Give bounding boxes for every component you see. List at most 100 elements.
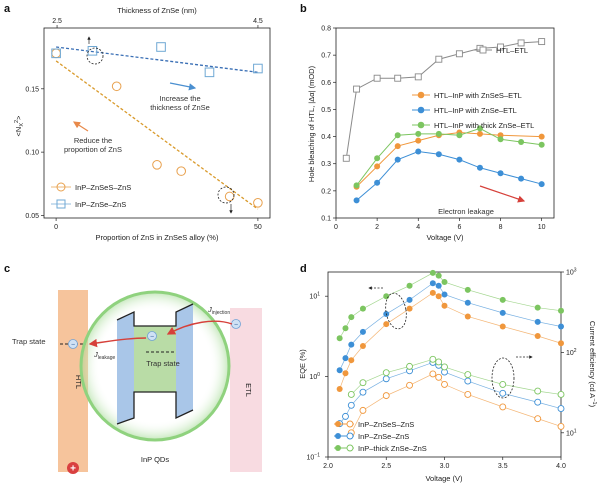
chart-d-x-tick-label: 3.0 [440,463,450,470]
svg-text:<NX2>: <NX2> [14,115,25,137]
chart-a-point-series2 [204,67,215,78]
chart-b-point-series3 [518,175,525,182]
chart-a-x-tick-label: 0 [54,224,58,231]
chart-d-point-series1 [359,343,366,350]
chart-d-point-series5 [499,389,507,397]
chart-d-point-series2 [464,299,471,306]
chart-d-point-series2 [342,355,349,362]
chart-d-point-series4 [441,380,448,388]
chart-b-point-series3 [456,156,463,163]
chart-d-point-series3 [499,296,506,303]
chart-b-legend-label-2: HTL–InP with ZnSeS–ETL [434,91,522,100]
chart-d-point-series4 [406,381,413,389]
hole-symbol: + [70,464,76,475]
chart-d-point-series2 [435,282,442,289]
chart-d-points [336,269,565,437]
j-injection-sub: injection [212,310,231,316]
chart-d-point-series2 [534,318,541,325]
chart-d-x-tick-label: 4.0 [556,463,566,470]
htl-trap-electron-symbol: − [71,342,75,349]
chart-d-point-series3 [435,272,442,279]
j-leakage-label: Jleakage [93,350,115,361]
chart-b-leakage-arrow [479,185,526,203]
leakage-arrow [88,337,147,348]
chart-b-point-series2 [415,137,422,144]
chart-b-legend-marker-4 [417,121,425,129]
core [134,326,176,392]
chart-d-point-series6 [499,380,507,388]
chart-d-point-series2 [406,296,413,303]
chart-b-point-series2 [476,130,483,137]
chart-d-point-series4 [435,373,443,381]
chart-a-point-series1 [253,198,263,208]
etl-electron-symbol: − [234,322,238,329]
chart-d-point-series6 [429,355,437,363]
chart-d-point-series5 [347,401,355,409]
chart-d-point-series6 [382,369,390,377]
chart-b-point-series4 [435,130,442,137]
chart-a-point-series1 [176,166,187,176]
panel-letter-b: b [300,3,307,15]
chart-a-reduce-arrow [72,121,89,132]
chart-b-point-series2 [394,143,401,150]
chart-a-legend-label-1: InP–ZnSeS–ZnS [75,183,131,192]
chart-d-point-series1 [336,386,343,393]
chart-d-y2-axis-title-sup: −1 [591,398,597,404]
chart-a-x-ticks: 0 50 [54,218,262,231]
chart-b: 0 2 4 6 8 10 0.1 0.2 0.3 0.4 0.5 0.6 0.7 0.8 Voltage… [307,26,555,242]
chart-b-point-series4 [518,139,525,145]
chart-d-legend-filled-3 [335,445,341,451]
chart-a-point-series1 [51,48,61,59]
chart-b-point-series3 [497,170,504,177]
chart-d-y2-axis-title: Current efficiency (cd A−1) [588,321,597,408]
chart-d-point-series2 [336,367,343,374]
chart-d-point-series2 [499,309,506,316]
chart-a-y-axis-title-sup: 2 [14,120,20,123]
chart-d-legend-filled-2 [335,433,341,439]
chart-d-y2-tick-label: 103 [566,268,577,277]
chart-d-point-series6 [406,362,413,370]
chart-b-point-series1 [497,43,504,51]
chart-a-top-axis-title: Thickness of ZnSe (nm) [117,6,197,15]
chart-b-y-tick-label: 0.5 [321,107,331,114]
chart-d-y2-axis-title-main: Current efficiency (cd A [588,321,597,398]
chart-b-legend-marker-1 [479,46,487,54]
j-injection-symbol: J [207,305,212,314]
chart-a-x-axis-title: Proportion of ZnS in ZnSeS alloy (%) [96,233,219,242]
chart-d-point-series4 [382,392,390,400]
chart-d-point-series3 [558,307,564,314]
chart-b-x-tick-label: 2 [375,224,379,231]
chart-b-point-series1 [373,74,381,82]
chart-d-point-series5 [342,412,349,420]
chart-d-point-series4 [534,415,542,423]
shell-right [176,304,193,418]
chart-a-top-ticks: 2.5 4.5 [52,18,263,28]
chart-d-point-series1 [441,302,448,309]
chart-b-point-series4 [456,132,463,139]
chart-b-y-tick-label: 0.8 [321,26,331,33]
chart-b-point-series3 [415,148,422,155]
chart-d-x-tick-label: 2.0 [323,463,333,470]
chart-d-x-tick-label: 2.5 [381,463,391,470]
chart-d-point-series1 [348,357,355,364]
chart-b-series-line-4 [356,127,542,186]
core-electron-icon [147,331,157,341]
chart-b-y-tick-label: 0.4 [321,134,331,141]
chart-a-reduce-line1: Reduce the [74,136,112,145]
panel-letter-c: c [4,263,10,275]
chart-d-y2-axis-title-close: ) [588,405,597,408]
chart-b-point-series1 [538,38,546,46]
j-leakage-symbol: J [93,350,98,359]
panel-letter-d: d [300,263,307,275]
chart-d-point-series4 [359,406,367,414]
chart-d-y-tick-label: 100 [309,372,320,381]
chart-a-increase-line1: Increase the [159,94,200,103]
chart-d-point-series5 [557,405,565,413]
panel-letter-a: a [4,3,11,15]
chart-a-legend-marker-1 [56,182,66,192]
chart-a-top-tick-label: 4.5 [253,18,263,25]
chart-d-point-series3 [406,282,413,289]
diagram-c: HTL + − Trap state ETL − − Trap state Ji… [12,290,262,475]
chart-d-ce-highlight [491,357,515,399]
chart-d-y2-tick-label: 101 [566,428,577,437]
